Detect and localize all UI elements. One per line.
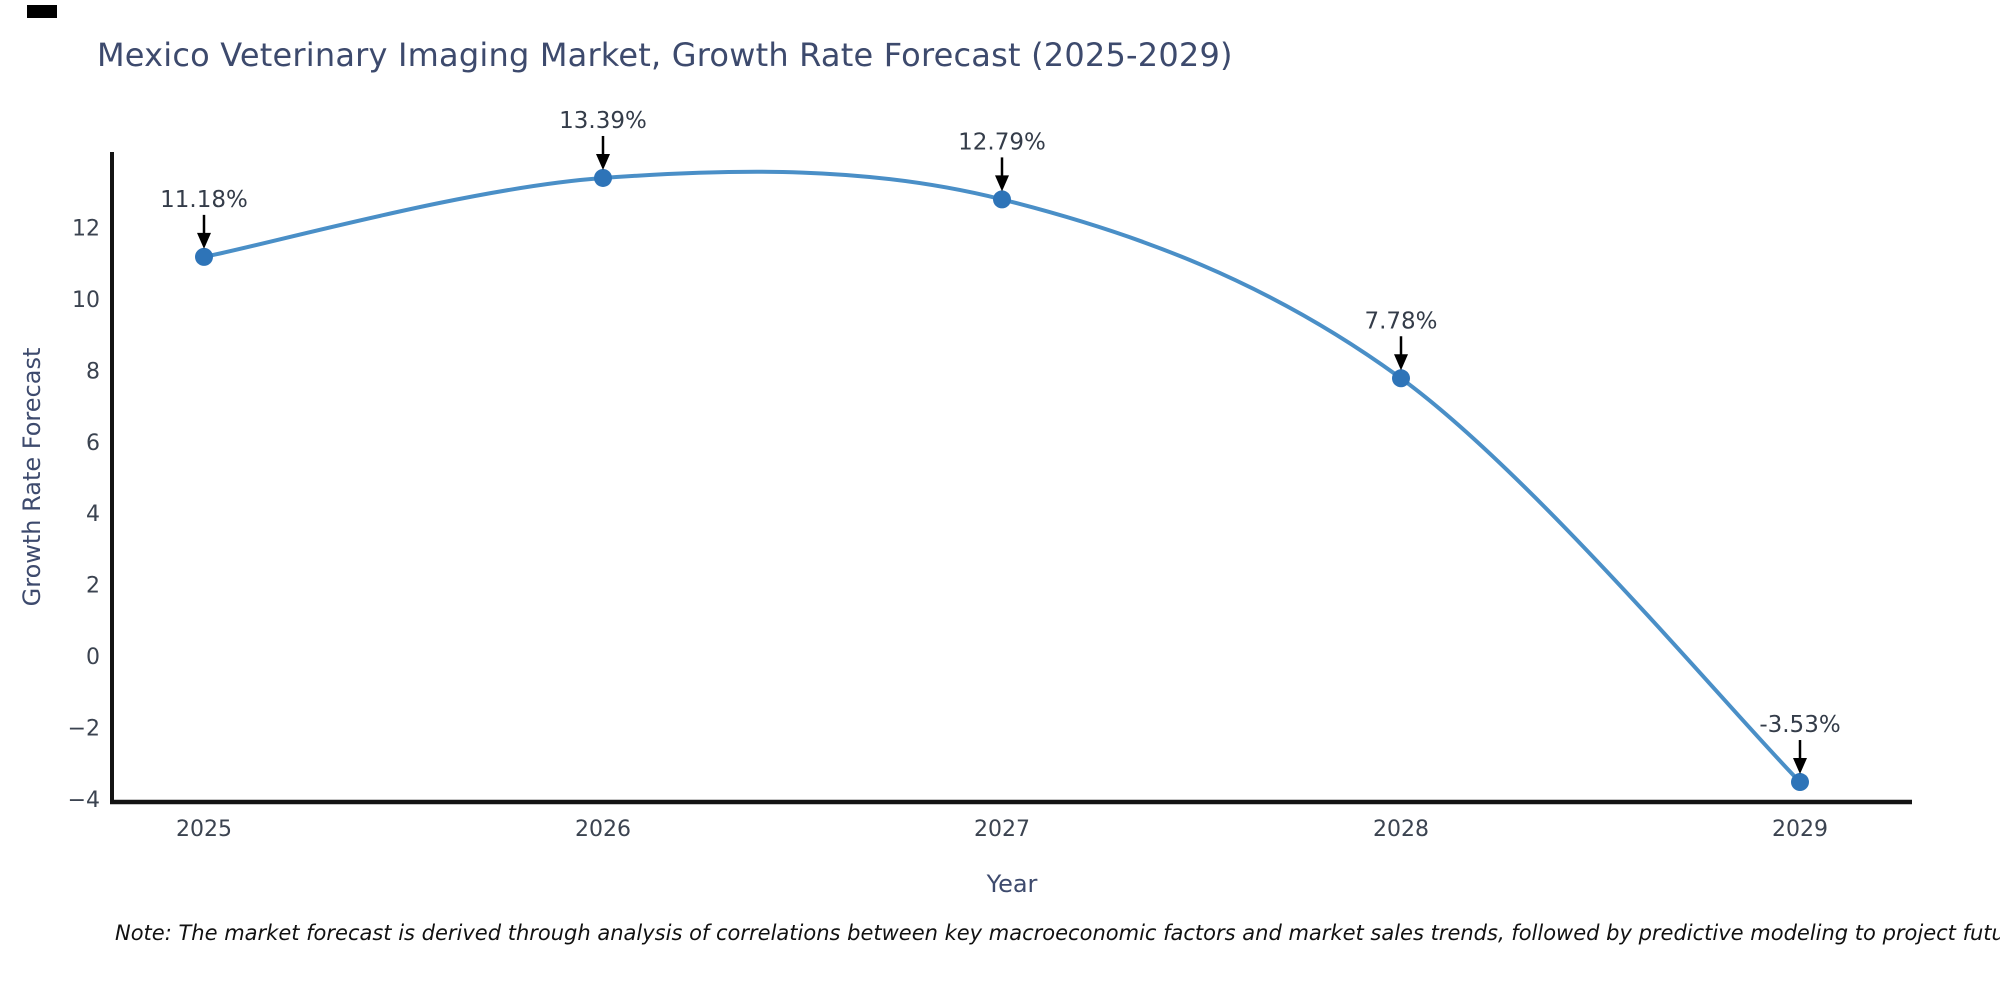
- annotation-arrow-head-2028: [1394, 354, 1408, 371]
- x-tick-label-2026: 2026: [575, 817, 631, 842]
- annotation-label-2029: -3.53%: [1759, 712, 1840, 738]
- forecast-line: [202, 169, 1802, 784]
- annotation-label-2028: 7.78%: [1364, 308, 1437, 334]
- data-point-2029: [1791, 773, 1809, 792]
- y-tick-label-12: 12: [72, 217, 100, 242]
- annotation-arrow-head-2026: [596, 153, 610, 170]
- chart-title: Mexico Veterinary Imaging Market, Growth…: [97, 36, 1233, 74]
- annotation-arrow-head-2025: [197, 232, 211, 249]
- data-point-2025: [195, 247, 213, 266]
- y-tick-label-8: 8: [86, 359, 100, 384]
- x-axis-label: Year: [986, 870, 1038, 898]
- annotation-label-2025: 11.18%: [160, 187, 248, 213]
- footnote: Note: The market forecast is derived thr…: [115, 921, 2000, 945]
- y-tick-label-0: 0: [86, 645, 100, 670]
- data-point-2028: [1392, 369, 1410, 388]
- data-point-2026: [594, 168, 612, 187]
- data-point-2027: [993, 190, 1011, 209]
- x-tick-label-2029: 2029: [1772, 817, 1828, 842]
- annotation-arrow-head-2029: [1793, 758, 1807, 775]
- y-tick-label-4: 4: [86, 502, 100, 527]
- x-tick-label-2025: 2025: [176, 817, 232, 842]
- x-tick-label-2027: 2027: [974, 817, 1030, 842]
- y-tick-label-−4: −4: [68, 788, 100, 813]
- x-tick-label-2028: 2028: [1373, 817, 1429, 842]
- y-tick-label-6: 6: [86, 431, 100, 456]
- y-tick-label-2: 2: [86, 574, 100, 599]
- cursor-artifact: [27, 5, 57, 18]
- annotation-label-2026: 13.39%: [559, 108, 647, 134]
- annotation-arrow-head-2027: [995, 175, 1009, 192]
- annotation-label-2027: 12.79%: [958, 129, 1046, 155]
- y-tick-label-−2: −2: [68, 716, 100, 741]
- y-tick-label-10: 10: [72, 288, 100, 313]
